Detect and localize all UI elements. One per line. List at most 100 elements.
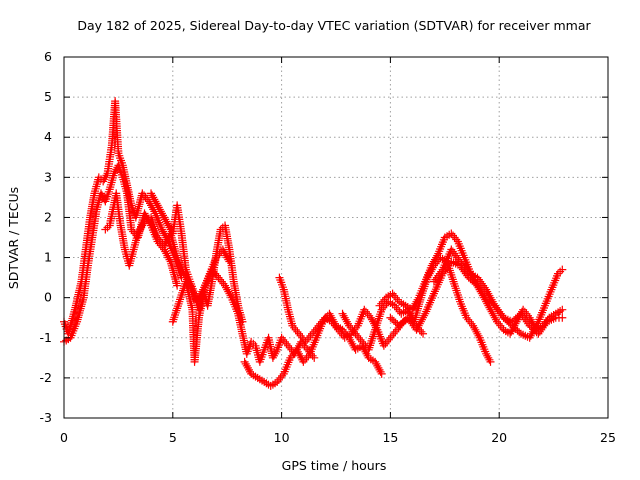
data-point-run	[195, 283, 209, 320]
y-tick-label: -2	[40, 370, 52, 385]
data-point-run	[397, 299, 408, 309]
data-point-run	[342, 331, 354, 341]
data-point-run	[501, 314, 515, 325]
plot-frame	[63, 56, 609, 419]
data-point	[310, 353, 319, 362]
data-point-run	[169, 299, 183, 324]
data-point-run	[301, 351, 313, 364]
data-point-run	[392, 303, 404, 316]
data-point-run	[111, 99, 123, 155]
data-point-run	[379, 299, 391, 312]
data-point-run	[303, 331, 315, 344]
data-point	[284, 341, 293, 350]
data-point-run	[316, 315, 328, 328]
data-point-run	[353, 343, 364, 353]
data-point	[558, 313, 567, 322]
data-point-run	[371, 307, 385, 332]
axis-ticks: 0 5 10 15 20 25 -3 -2 -1 0 1 2 3 4 5 6	[40, 49, 616, 445]
data-point	[99, 177, 108, 186]
data-point	[345, 321, 354, 330]
data-point-run	[73, 295, 87, 324]
data-point-run	[464, 315, 476, 328]
y-tick-label: 6	[44, 49, 52, 64]
data-point	[390, 301, 399, 310]
data-point-run	[384, 291, 395, 301]
data-point-run	[309, 323, 321, 336]
data-point-run	[454, 239, 468, 260]
data-point-run	[177, 231, 190, 272]
data-point	[277, 333, 286, 342]
data-point-run	[520, 307, 532, 320]
chart-title: Day 182 of 2025, Sidereal Day-to-day VTE…	[77, 18, 591, 33]
data-point-run	[296, 331, 308, 344]
data-point-run	[501, 327, 512, 337]
data-point-run	[422, 263, 435, 284]
x-tick-label: 15	[382, 430, 398, 445]
data-point	[214, 273, 223, 282]
data-point	[240, 357, 249, 366]
data-point-run	[280, 356, 294, 376]
data-point-run	[77, 247, 90, 284]
data-point-run	[535, 304, 548, 324]
data-point-run	[187, 280, 198, 296]
y-tick-label: 4	[44, 129, 52, 144]
data-point-run	[82, 215, 94, 252]
x-tick-label: 25	[600, 430, 616, 445]
data-point-run	[221, 223, 233, 252]
data-point	[147, 189, 156, 198]
data-point-run	[519, 330, 532, 341]
data-point-run	[140, 191, 152, 204]
data-point	[419, 329, 428, 338]
data-point-run	[182, 279, 196, 312]
data-point-run	[155, 235, 167, 248]
y-tick-label: 3	[44, 169, 52, 184]
series-track-2	[60, 161, 182, 346]
data-point-run	[156, 207, 172, 228]
data-point	[334, 325, 343, 334]
data-point-run	[123, 191, 136, 232]
y-tick-label: -1	[40, 330, 52, 345]
data-point-run	[409, 295, 422, 312]
data-point-run	[152, 211, 165, 232]
data-point-run	[262, 379, 273, 389]
data-point	[295, 329, 304, 338]
data-point-run	[182, 268, 194, 284]
data-point-run	[361, 307, 374, 320]
data-point-run	[386, 299, 397, 309]
data-point	[377, 369, 386, 378]
data-point-run	[448, 247, 463, 264]
data-point-run	[474, 275, 489, 292]
data-point-run	[323, 315, 334, 325]
data-point-run	[132, 191, 146, 220]
data-point	[157, 225, 166, 234]
data-point-run	[165, 223, 176, 236]
data-point-run	[365, 328, 379, 352]
data-point-run	[413, 311, 429, 332]
data-point	[482, 285, 491, 294]
data-point-run	[548, 271, 561, 292]
data-point	[288, 321, 297, 330]
data-point-run	[346, 335, 359, 352]
data-point-run	[388, 327, 400, 340]
data-point-run	[106, 171, 118, 192]
data-point-run	[470, 323, 483, 340]
data-point	[429, 277, 438, 286]
data-point-run	[359, 339, 371, 352]
data-point	[101, 225, 110, 234]
data-point	[486, 357, 495, 366]
data-point-run	[280, 287, 292, 312]
data-point	[138, 189, 147, 198]
data-point-run	[518, 311, 533, 328]
data-point-run	[279, 335, 291, 348]
data-point-run	[381, 335, 393, 348]
data-point-run	[98, 191, 109, 204]
data-point	[268, 353, 277, 362]
x-axis-label: GPS time / hours	[282, 458, 387, 473]
data-point-run	[510, 323, 524, 337]
data-point-run	[545, 314, 558, 325]
data-point	[110, 169, 119, 178]
data-point	[358, 337, 367, 346]
data-point-run	[298, 339, 311, 352]
y-axis-label: SDTVAR / TECUs	[6, 187, 21, 289]
